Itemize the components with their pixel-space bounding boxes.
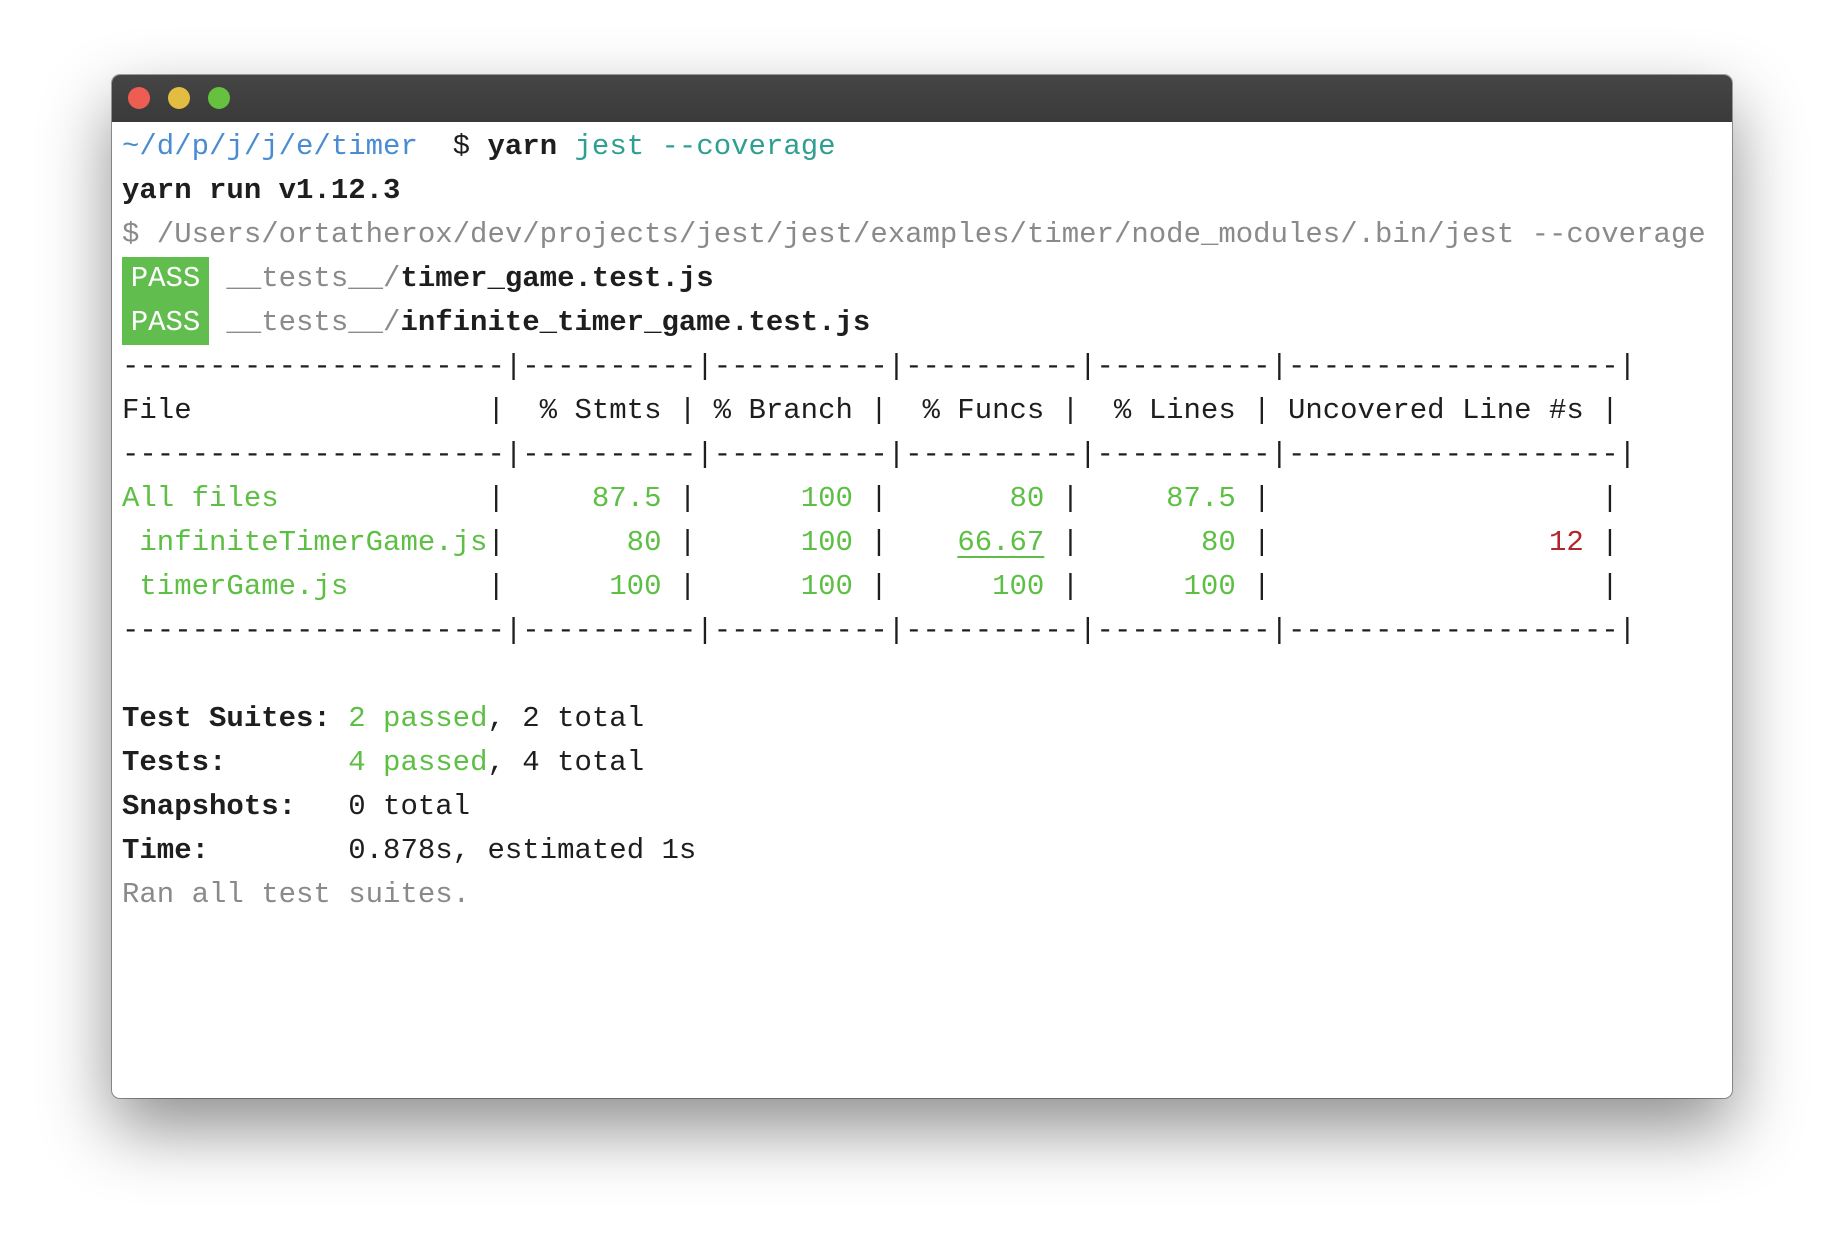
row-file: timerGame.js — [122, 570, 349, 603]
terminal-window: ~/d/p/j/j/e/timer $ yarn jest --coverage… — [112, 75, 1732, 1098]
row-file: All files — [122, 482, 279, 515]
test-dir: __tests__/ — [226, 306, 401, 339]
prompt-line: ~/d/p/j/j/e/timer $ yarn jest --coverage — [122, 125, 1732, 169]
table-separator: ----------------------|----------|------… — [122, 350, 1637, 383]
row-funcs-value: 66.67 — [957, 526, 1045, 559]
summary-snapshots: Snapshots: 0 total — [122, 785, 1732, 829]
row-stmts: 87.5 — [591, 482, 662, 515]
row-lines: 100 — [1183, 570, 1236, 603]
test-file: timer_game.test.js — [400, 262, 714, 295]
header-file: File — [122, 394, 192, 427]
row-stmts: 100 — [609, 570, 662, 603]
tests-passed: 4 passed — [348, 746, 488, 779]
suites-label: Test Suites: — [122, 702, 349, 735]
snapshots-value: 0 total — [348, 790, 471, 823]
row-funcs: 66.67 — [888, 521, 1062, 565]
table-separator: ----------------------|----------|------… — [122, 438, 1637, 471]
command: yarn — [487, 130, 558, 163]
command-args: jest --coverage — [574, 130, 836, 163]
test-result: PASS __tests__/infinite_timer_game.test.… — [122, 301, 1732, 345]
yarn-version: yarn run v1.12.3 — [122, 174, 401, 207]
header-stmts: % Stmts — [539, 394, 662, 427]
title-bar[interactable] — [112, 75, 1732, 122]
header-branch: % Branch — [713, 394, 853, 427]
table-row: infiniteTimerGame.js| 80 | 100 | 66.67 | 80 | 12 | — [122, 521, 1732, 565]
header-lines: % Lines — [1113, 394, 1236, 427]
time-label: Time: — [122, 834, 349, 867]
row-lines: 80 — [1200, 526, 1236, 559]
prompt-symbol: $ — [452, 130, 471, 163]
row-stmts: 80 — [626, 526, 662, 559]
suites-passed: 2 passed — [348, 702, 488, 735]
time-value: 0.878s, estimated 1s — [348, 834, 697, 867]
summary-time: Time: 0.878s, estimated 1s — [122, 829, 1732, 873]
exec-line: $ /Users/ortatherox/dev/projects/jest/je… — [122, 218, 1706, 251]
test-file: infinite_timer_game.test.js — [400, 306, 871, 339]
row-funcs: 100 — [992, 570, 1045, 603]
pass-badge: PASS — [122, 257, 209, 301]
pass-badge: PASS — [122, 301, 209, 345]
row-uncovered: 12 — [1548, 526, 1584, 559]
table-row: All files | 87.5 | 100 | 80 | 87.5 | | — [122, 477, 1732, 521]
row-branch: 100 — [800, 570, 853, 603]
snapshots-label: Snapshots: — [122, 790, 349, 823]
row-branch: 100 — [800, 526, 853, 559]
table-row: timerGame.js | 100 | 100 | 100 | 100 | | — [122, 565, 1732, 609]
zoom-button[interactable] — [208, 87, 230, 109]
summary-footer: Ran all test suites. — [122, 878, 471, 911]
minimize-button[interactable] — [168, 87, 190, 109]
blank-line — [122, 653, 1732, 697]
row-funcs: 80 — [1009, 482, 1045, 515]
prompt-path: ~/d/p/j/j/e/timer — [122, 130, 418, 163]
summary-suites: Test Suites: 2 passed, 2 total — [122, 697, 1732, 741]
test-dir: __tests__/ — [226, 262, 401, 295]
terminal-output[interactable]: ~/d/p/j/j/e/timer $ yarn jest --coverage… — [112, 122, 1732, 917]
row-branch: 100 — [800, 482, 853, 515]
tests-label: Tests: — [122, 746, 349, 779]
summary-tests: Tests: 4 passed, 4 total — [122, 741, 1732, 785]
suites-total: , 2 total — [487, 702, 645, 735]
table-header: File |% Stmts |% Branch |% Funcs |% Lines | Un… — [122, 389, 1732, 433]
tests-total: , 4 total — [487, 746, 645, 779]
header-uncovered: Uncovered Line #s — [1287, 394, 1584, 427]
close-button[interactable] — [128, 87, 150, 109]
header-funcs: % Funcs — [922, 394, 1045, 427]
row-file: infiniteTimerGame.js — [122, 526, 488, 559]
test-result: PASS __tests__/timer_game.test.js — [122, 257, 1732, 301]
table-separator: ----------------------|----------|------… — [122, 614, 1637, 647]
row-lines: 87.5 — [1166, 482, 1236, 515]
